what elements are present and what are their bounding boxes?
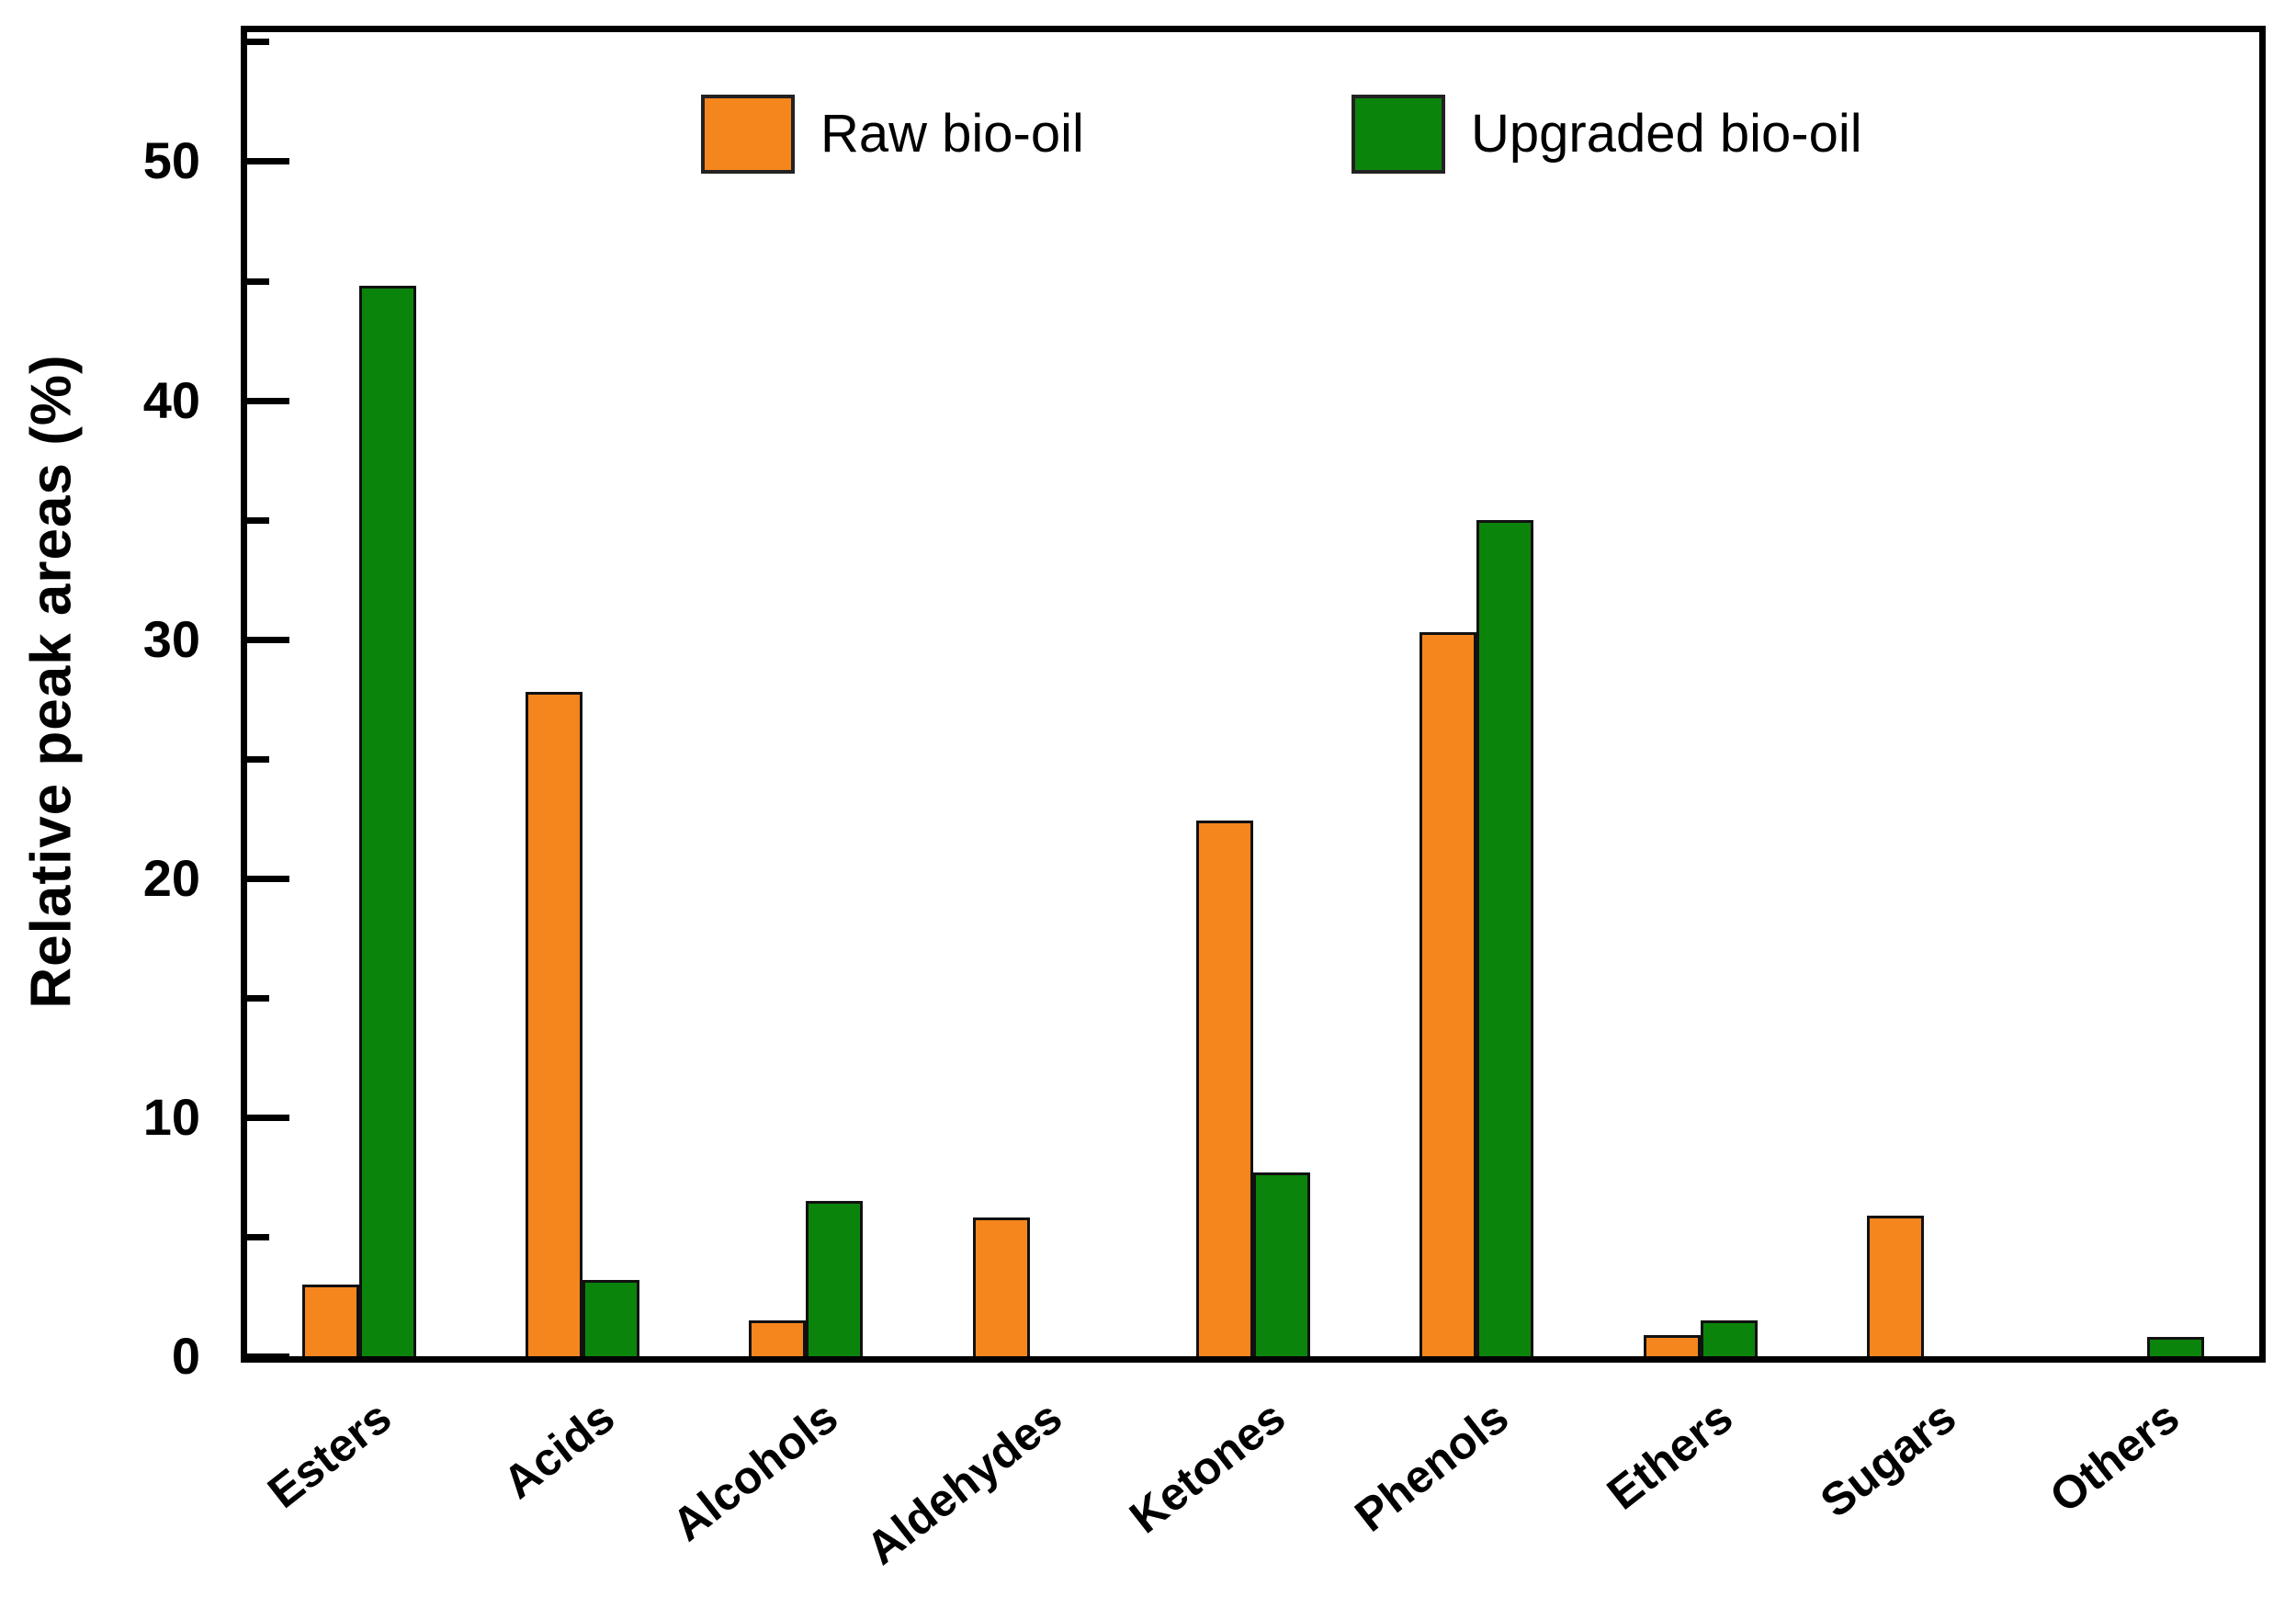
y-minor-tick-45 (247, 278, 269, 285)
y-tick-label-10: 10 (142, 1088, 200, 1146)
plot-area: Raw bio-oil Upgraded bio-oil (241, 26, 2266, 1363)
bar-ketones-raw (1196, 821, 1253, 1356)
y-major-tick-10 (247, 1115, 289, 1121)
bar-alcohols-upgraded (806, 1201, 863, 1356)
y-minor-tick-25 (247, 756, 269, 763)
x-category-label-alcohols: Alcohols (662, 1390, 848, 1551)
x-category-label-acids: Acids (493, 1390, 625, 1509)
y-tick-label-20: 20 (142, 849, 200, 907)
y-tick-label-0: 0 (171, 1327, 200, 1385)
y-major-tick-40 (247, 398, 289, 404)
y-axis-title: Relative peak areas (%) (19, 354, 84, 1009)
bar-acids-upgraded (582, 1280, 639, 1356)
bar-esters-upgraded (359, 286, 416, 1356)
y-tick-label-30: 30 (142, 610, 200, 668)
bar-phenols-raw (1419, 632, 1476, 1356)
legend: Raw bio-oil Upgraded bio-oil (247, 87, 2259, 179)
bar-ethers-upgraded (1701, 1320, 1758, 1356)
legend-label-raw-bio-oil: Raw bio-oil (820, 104, 1084, 164)
bar-acids-raw (526, 692, 582, 1356)
bar-aldehydes-raw (973, 1217, 1030, 1356)
x-category-label-aldehydes: Aldehydes (856, 1390, 1072, 1575)
legend-label-upgraded-bio-oil: Upgraded bio-oil (1471, 104, 1862, 164)
y-minor-tick-35 (247, 517, 269, 524)
bar-ketones-upgraded (1253, 1172, 1310, 1356)
y-major-tick-30 (247, 637, 289, 643)
y-major-tick-20 (247, 876, 289, 882)
x-category-label-ethers: Ethers (1597, 1390, 1743, 1520)
legend-swatch-raw-bio-oil (701, 95, 795, 174)
bar-phenols-upgraded (1476, 520, 1533, 1356)
y-tick-label-40: 40 (142, 371, 200, 429)
x-category-label-others: Others (2040, 1390, 2189, 1523)
x-category-label-sugars: Sugars (1811, 1390, 1966, 1528)
x-category-label-esters: Esters (258, 1390, 402, 1519)
bar-alcohols-raw (749, 1320, 806, 1356)
bar-ethers-raw (1644, 1335, 1701, 1356)
y-minor-tick-55 (247, 39, 269, 45)
y-major-tick-50 (247, 158, 289, 164)
bar-others-upgraded (2147, 1337, 2204, 1356)
x-category-label-phenols: Phenols (1345, 1390, 1519, 1542)
y-minor-tick-5 (247, 1234, 269, 1240)
x-category-label-ketones: Ketones (1120, 1390, 1295, 1544)
y-tick-label-50: 50 (142, 131, 200, 189)
legend-swatch-upgraded-bio-oil (1352, 95, 1445, 174)
y-major-tick-0 (247, 1353, 289, 1360)
y-axis-title-wrap: Relative peak areas (%) (7, 0, 96, 1363)
bar-esters-raw (302, 1285, 359, 1356)
bar-sugars-raw (1867, 1216, 1924, 1356)
y-minor-tick-15 (247, 995, 269, 1002)
